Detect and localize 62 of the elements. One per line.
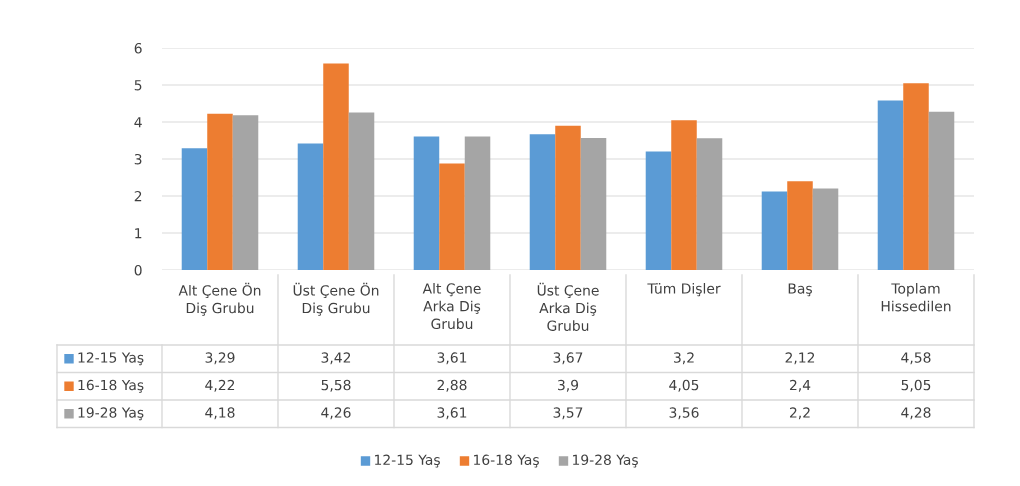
data-label: 4,28 [901,407,931,420]
y-tick-label: 5 [134,80,142,91]
y-tick-label: 4 [134,117,142,128]
y-tick-label: 6 [134,42,142,54]
x-tick-label: Üst Çene Ön Diş Grubu [293,282,379,316]
y-tick-label: 3 [134,153,142,165]
data-label: 3,61 [437,352,467,365]
data-label: 3,67 [553,352,583,365]
bar [761,191,788,270]
data-label: 3,29 [205,352,235,365]
data-label: 2,88 [437,379,467,392]
y-tick-label: 2 [134,190,142,202]
x-tick-label: Toplam Hissedilen [881,283,951,312]
data-label: 5,05 [901,379,931,392]
x-tick-label: Alt Çene Ön Diş Grubu [178,282,261,316]
x-tick-label: Alt Çene Arka Diş Grubu [422,283,481,330]
legend-label: 16-18 Yaş [78,379,144,393]
data-label: 3,57 [553,407,583,420]
data-label: 5,58 [321,379,351,392]
text: 19-28 Yaş [573,454,638,468]
data-label: 3,9 [558,379,579,392]
bar [348,112,375,270]
data-label: 4,18 [205,407,235,420]
bar [181,148,208,270]
bar [877,100,904,270]
data-label: 3,42 [321,352,351,365]
bar [207,113,233,270]
data-label: 3,2 [674,352,694,365]
bar [413,136,440,270]
bar [580,137,607,270]
bar [671,120,697,270]
bar [928,111,955,270]
x-tick-label: Üst Çene Arka Diş Grubu [537,282,599,331]
bar [812,188,839,270]
text: 16-18 Yaş [474,454,539,468]
data-label: 2,2 [789,407,810,420]
bar [555,125,581,270]
y-tick-label: 1 [135,228,142,239]
y-tick-label: 0 [134,264,142,276]
bar [439,163,465,270]
legend-label: 12-15 Yaş [78,352,144,366]
data-label: 4,58 [901,352,931,365]
bar [645,151,672,270]
bar [787,181,813,270]
bar [464,136,491,270]
data-label: 4,22 [205,379,235,392]
data-label: 4,26 [321,407,351,420]
text: 12-15 Yaş [375,454,440,468]
bar [529,134,556,270]
x-tick-label: Baş [788,283,812,297]
data-label: 2,4 [789,379,811,392]
bar [323,63,349,270]
x-tick-label: Tüm Dişler [647,283,721,297]
bar [696,138,723,270]
bar [232,115,259,270]
data-label: 3,56 [669,407,699,420]
legend-label: 19-28 Yaş [78,407,144,421]
data-label: 3,61 [437,407,467,420]
data-label: 2,12 [785,352,815,365]
data-label: 4,05 [669,379,699,392]
bar [903,83,929,270]
bar [297,143,324,270]
